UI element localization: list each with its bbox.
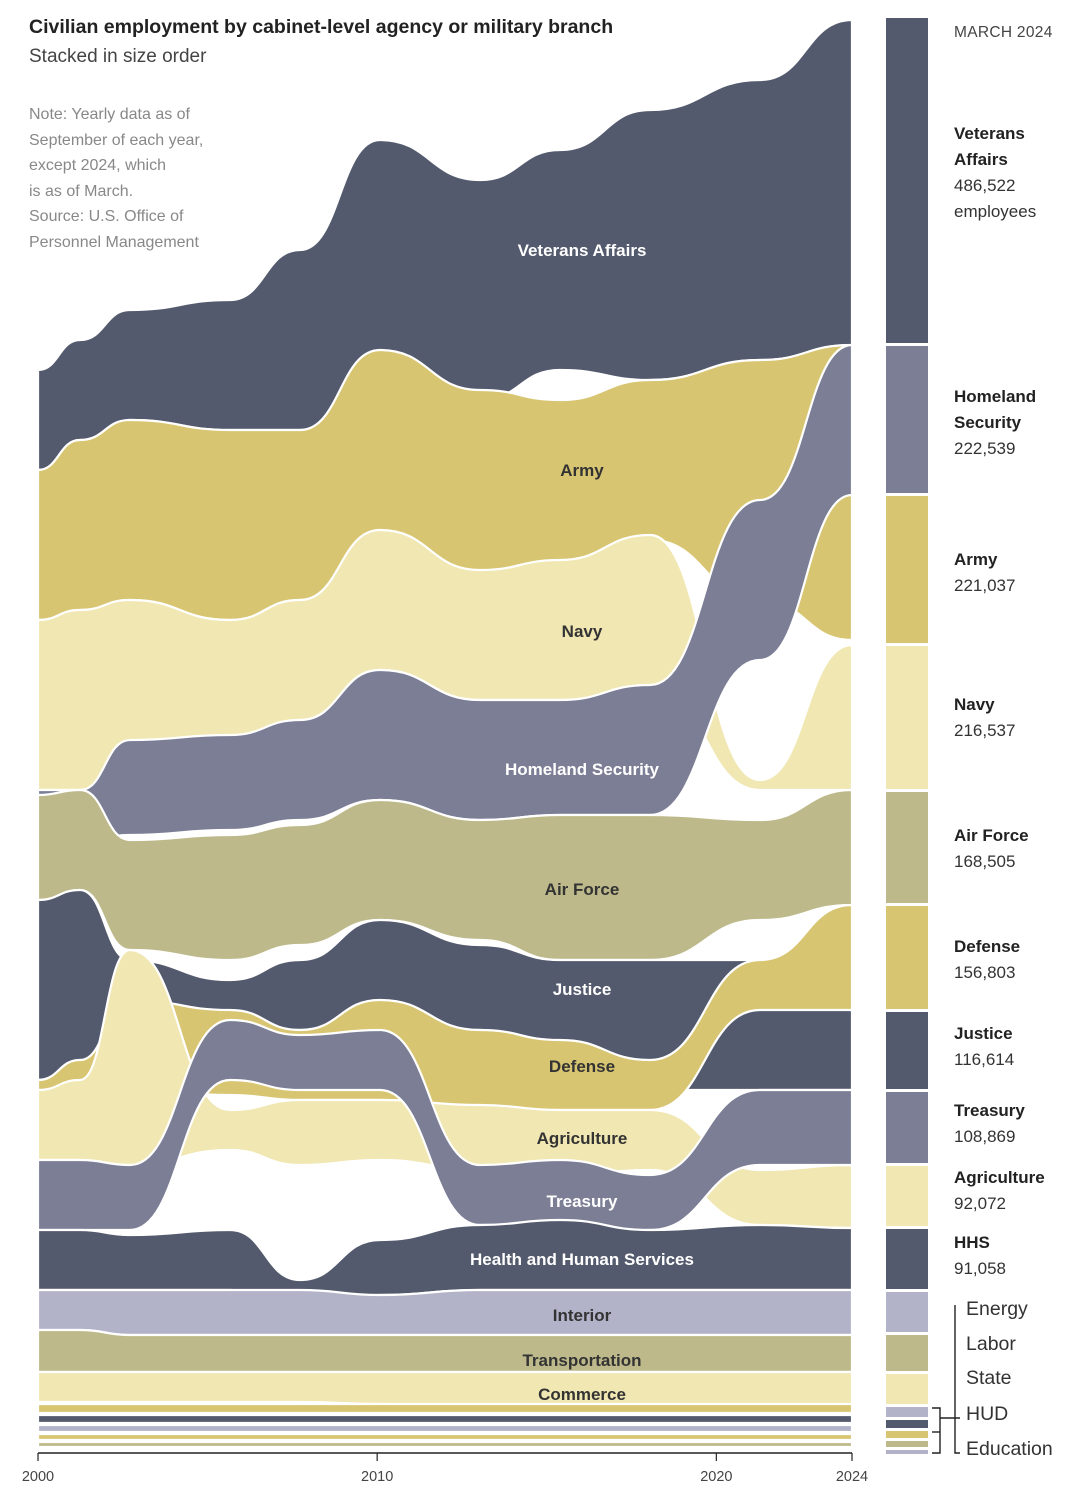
legend-army: Army 221,037 xyxy=(954,547,1015,599)
legend-name: Agriculture xyxy=(954,1168,1045,1187)
x-tick-label: 2010 xyxy=(361,1469,393,1485)
chart-title: Civilian employment by cabinet-level age… xyxy=(29,16,614,38)
note-line: except 2024, which xyxy=(29,157,166,175)
legend-treasury: Treasury 108,869 xyxy=(954,1098,1025,1150)
stream-label: Homeland Security xyxy=(505,760,660,779)
legend-small-labor: Labor xyxy=(966,1333,1016,1355)
stream-label: Army xyxy=(560,461,604,480)
legend-agriculture: Agriculture 92,072 xyxy=(954,1165,1045,1217)
stream-label: Treasury xyxy=(547,1192,618,1211)
legend-swatch xyxy=(886,906,928,1009)
legend-name: Justice xyxy=(954,1024,1013,1043)
legend-homeland-security: Homeland Security 222,539 xyxy=(954,384,1036,462)
legend-name: Security xyxy=(954,413,1022,432)
legend-name: Defense xyxy=(954,937,1021,956)
legend-value: 108,869 xyxy=(954,1127,1016,1146)
legend-name: Air Force xyxy=(954,826,1029,845)
band-small-education xyxy=(36,1432,854,1442)
legend-swatch xyxy=(886,496,928,643)
stream-label: Transportation xyxy=(522,1351,641,1370)
legend-small-state: State xyxy=(966,1367,1012,1389)
legend-small-energy: Energy xyxy=(966,1298,1028,1320)
legend-swatch xyxy=(886,1407,928,1417)
legend-name: Veterans xyxy=(954,124,1025,143)
legend-name: Homeland xyxy=(954,387,1037,406)
legend-hhs: HHS 91,058 xyxy=(954,1230,1006,1282)
band-transportation xyxy=(36,1328,854,1374)
note-line: is as of March. xyxy=(29,182,134,200)
legend-name: Navy xyxy=(954,695,995,714)
legend-swatch xyxy=(886,1431,928,1438)
legend-value: 222,539 xyxy=(954,439,1016,458)
stream-label: Commerce xyxy=(538,1385,626,1404)
legend-navy: Navy 216,537 xyxy=(954,692,1015,744)
band-small-gold xyxy=(36,1402,854,1415)
legend-value: 92,072 xyxy=(954,1194,1006,1213)
legend-date: MARCH 2024 xyxy=(954,24,1053,41)
legend-justice: Justice 116,614 xyxy=(954,1021,1014,1073)
legend-name: Affairs xyxy=(954,150,1008,169)
band-small-hud xyxy=(36,1413,854,1425)
stream-label: Interior xyxy=(553,1306,612,1325)
legend-value: 168,505 xyxy=(954,852,1016,871)
note-line: Source: U.S. Office of xyxy=(29,208,184,226)
stream-label: Defense xyxy=(549,1057,615,1076)
legend-swatch xyxy=(886,1441,928,1447)
band-agriculture xyxy=(36,948,854,1230)
stream-label: Agriculture xyxy=(537,1129,628,1148)
legend-air-force: Air Force 168,505 xyxy=(954,823,1029,875)
x-tick-label: 2000 xyxy=(22,1469,54,1485)
chart-subtitle: Stacked in size order xyxy=(29,46,207,67)
legend-swatch xyxy=(886,1229,928,1289)
legend-value: 221,037 xyxy=(954,576,1016,595)
stream-label: Health and Human Services xyxy=(470,1250,694,1269)
band-small-labor xyxy=(36,1440,854,1449)
note-line: Personnel Management xyxy=(29,233,199,251)
legend-swatch xyxy=(886,1374,928,1404)
legend-swatch xyxy=(886,1012,928,1089)
x-tick-label: 2024 xyxy=(836,1469,868,1485)
stream-label: Air Force xyxy=(545,880,620,899)
legend-swatch xyxy=(886,1450,928,1454)
stream-label: Justice xyxy=(553,980,612,999)
legend-swatch xyxy=(886,1166,928,1226)
x-tick-label: 2020 xyxy=(700,1469,732,1485)
band-interior xyxy=(36,1288,854,1337)
band-commerce xyxy=(36,1370,854,1408)
legend-small-hud: HUD xyxy=(966,1403,1009,1425)
legend-unit: employees xyxy=(954,202,1037,221)
legend-veterans-affairs: Veterans Affairs 486,522 employees xyxy=(954,121,1036,225)
stream-label: Navy xyxy=(562,622,603,641)
note-line: September of each year, xyxy=(29,131,204,149)
band-homeland-security xyxy=(36,343,854,842)
legend-value: 486,522 xyxy=(954,176,1016,195)
legend-value: 216,537 xyxy=(954,721,1016,740)
legend-swatch xyxy=(886,1292,928,1332)
legend-value: 116,614 xyxy=(954,1050,1015,1069)
legend-swatch xyxy=(886,646,928,789)
legend-name: Army xyxy=(954,550,998,569)
legend-name: HHS xyxy=(954,1233,990,1252)
stream-label: Veterans Affairs xyxy=(518,241,647,260)
band-treasury xyxy=(36,1018,854,1232)
legend-small-education: Education xyxy=(966,1438,1053,1460)
legend-swatch xyxy=(886,1420,928,1428)
legend-swatch xyxy=(886,1335,928,1371)
legend-defense: Defense 156,803 xyxy=(954,934,1020,986)
legend-value: 156,803 xyxy=(954,963,1016,982)
legend-value: 91,058 xyxy=(954,1259,1006,1278)
legend-bracket-hud xyxy=(932,1407,941,1454)
legend-swatch xyxy=(886,18,928,343)
legend-swatch xyxy=(886,792,928,903)
chart-note: Note: Yearly data as of September of eac… xyxy=(29,102,259,256)
legend-swatch xyxy=(886,1092,928,1163)
legend-bracket xyxy=(954,1305,960,1454)
note-line: Note: Yearly data as of xyxy=(29,106,190,123)
legend-name: Treasury xyxy=(954,1101,1025,1120)
legend-swatch xyxy=(886,346,928,493)
band-small-energy xyxy=(36,1423,854,1434)
